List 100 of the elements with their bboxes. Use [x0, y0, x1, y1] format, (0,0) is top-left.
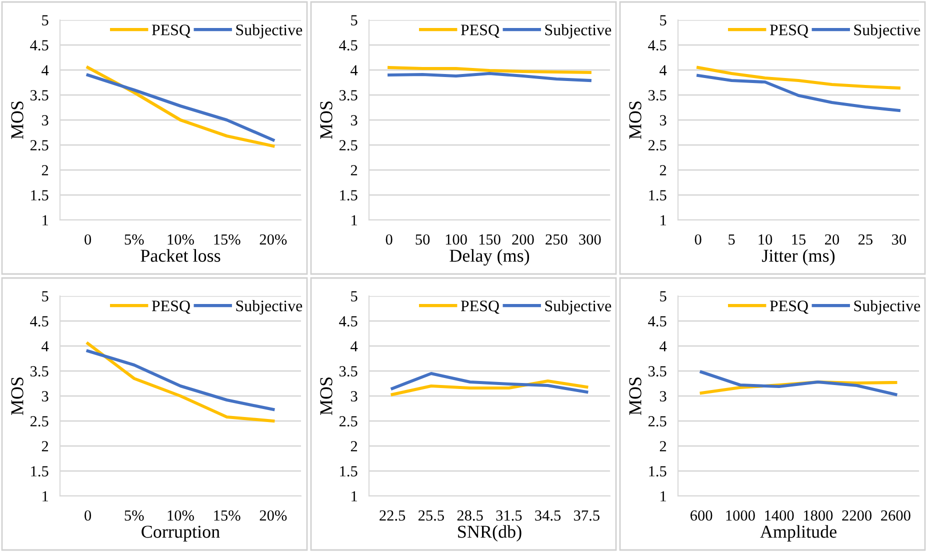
legend-label: PESQ [460, 24, 500, 38]
x-axis-title: SNR(db) [458, 525, 522, 542]
y-tick-label: 1.5 [649, 190, 666, 201]
y-tick-label: 2 [42, 441, 48, 452]
y-tick-label: 4.5 [339, 316, 358, 327]
line-series [388, 72, 592, 82]
y-tick-label: 4 [42, 341, 49, 352]
y-tick-label: 3.5 [30, 366, 48, 377]
y-axis-title: MOS [629, 378, 642, 416]
y-tick-label: 3 [42, 115, 48, 126]
y-tick-label: 4 [350, 65, 358, 76]
line-series [390, 379, 588, 396]
x-tick-label: 1400 [765, 510, 794, 521]
x-tick-label: 15 [792, 234, 806, 245]
legend-label: PESQ [152, 300, 190, 314]
x-tick-label: 5% [124, 510, 144, 521]
x-tick-label: 15% [214, 234, 240, 245]
legend-label: Subjective [545, 300, 612, 315]
y-tick-label: 1.5 [31, 466, 48, 477]
y-tick-label: 4 [660, 65, 667, 76]
x-tick-label: 28.5 [457, 510, 483, 521]
y-tick-label: 3 [42, 391, 48, 402]
y-tick-label: 2 [660, 165, 666, 176]
y-tick-label: 1.5 [649, 466, 666, 477]
y-axis-title: MOS [629, 102, 642, 140]
x-tick-label: 20 [825, 234, 840, 245]
line-series [696, 66, 900, 90]
y-tick-label: 1 [660, 215, 666, 226]
x-tick-label: 0 [694, 234, 702, 245]
x-tick-label: 25.5 [418, 510, 444, 521]
y-tick-label: 2.5 [648, 140, 666, 151]
x-tick-label: 2200 [842, 510, 872, 521]
x-tick-label: 37.5 [574, 510, 600, 521]
y-tick-label: 4.5 [339, 40, 358, 51]
legend-label: Subjective [854, 300, 920, 315]
x-tick-label: 5% [124, 234, 144, 245]
y-tick-label: 3.5 [340, 90, 358, 101]
y-axis-title: MOS [320, 378, 332, 416]
y-tick-label: 3.5 [30, 90, 48, 101]
x-tick-label: 25 [858, 234, 872, 245]
x-tick-label: 50 [416, 234, 430, 245]
line-series [390, 372, 588, 394]
x-tick-label: 20% [260, 234, 287, 245]
y-tick-label: 3 [660, 391, 666, 402]
line-series [86, 73, 275, 142]
y-tick-label: 2 [42, 165, 48, 176]
y-tick-label: 5 [351, 291, 358, 302]
y-tick-label: 2.5 [339, 140, 358, 151]
y-axis-title: MOS [11, 378, 24, 416]
y-tick-label: 5 [42, 15, 48, 26]
line-series [86, 342, 275, 423]
y-axis-title: MOS [320, 102, 332, 140]
x-tick-label: 600 [690, 510, 712, 521]
x-tick-label: 300 [579, 234, 601, 245]
x-tick-label: 10% [168, 234, 194, 245]
x-tick-label: 100 [446, 234, 467, 245]
x-tick-label: 22.5 [380, 510, 406, 521]
x-tick-label: 0 [386, 234, 392, 245]
y-tick-label: 4.5 [648, 316, 666, 327]
y-tick-label: 2.5 [648, 416, 666, 427]
x-tick-label: 10 [758, 234, 772, 245]
y-tick-label: 3 [350, 115, 358, 126]
y-tick-label: 1 [352, 215, 357, 226]
x-axis-title: Amplitude [760, 525, 836, 542]
x-tick-label: 20% [260, 510, 287, 521]
x-tick-label: 15% [214, 510, 240, 521]
y-tick-label: 3.5 [648, 90, 666, 101]
y-tick-label: 2 [660, 441, 666, 452]
y-tick-label: 2.5 [30, 416, 48, 427]
line-series [700, 370, 898, 396]
x-tick-label: 10% [168, 510, 194, 521]
y-tick-label: 2 [350, 441, 358, 452]
legend-label: Subjective [545, 24, 612, 39]
x-axis-title: Packet loss [140, 249, 220, 262]
x-tick-label: 34.5 [535, 510, 561, 521]
y-tick-label: 1 [660, 491, 666, 502]
y-tick-label: 4.5 [648, 40, 666, 51]
line-series [86, 349, 275, 412]
y-tick-label: 2 [350, 165, 358, 176]
legend-label: Subjective [236, 24, 302, 39]
x-axis-title: Delay (ms) [450, 249, 530, 266]
y-tick-label: 4.5 [30, 40, 48, 51]
legend-label: PESQ [152, 24, 190, 38]
legend-label: PESQ [460, 300, 500, 314]
line-series [86, 66, 275, 148]
x-tick-label: 150 [479, 234, 500, 245]
legend-label: PESQ [770, 300, 808, 314]
x-tick-label: 2600 [881, 510, 910, 521]
x-tick-label: 1000 [726, 510, 755, 521]
y-tick-label: 4 [350, 341, 358, 352]
y-tick-label: 4.5 [30, 316, 48, 327]
y-tick-label: 3 [660, 115, 666, 126]
line-series [696, 74, 900, 112]
y-tick-label: 1 [352, 491, 357, 502]
y-tick-label: 1.5 [340, 190, 358, 201]
y-tick-label: 5 [660, 15, 666, 26]
x-tick-label: 1800 [804, 510, 833, 521]
y-tick-label: 2.5 [339, 416, 358, 427]
y-tick-label: 1 [42, 491, 48, 502]
x-tick-label: 0 [84, 234, 92, 245]
